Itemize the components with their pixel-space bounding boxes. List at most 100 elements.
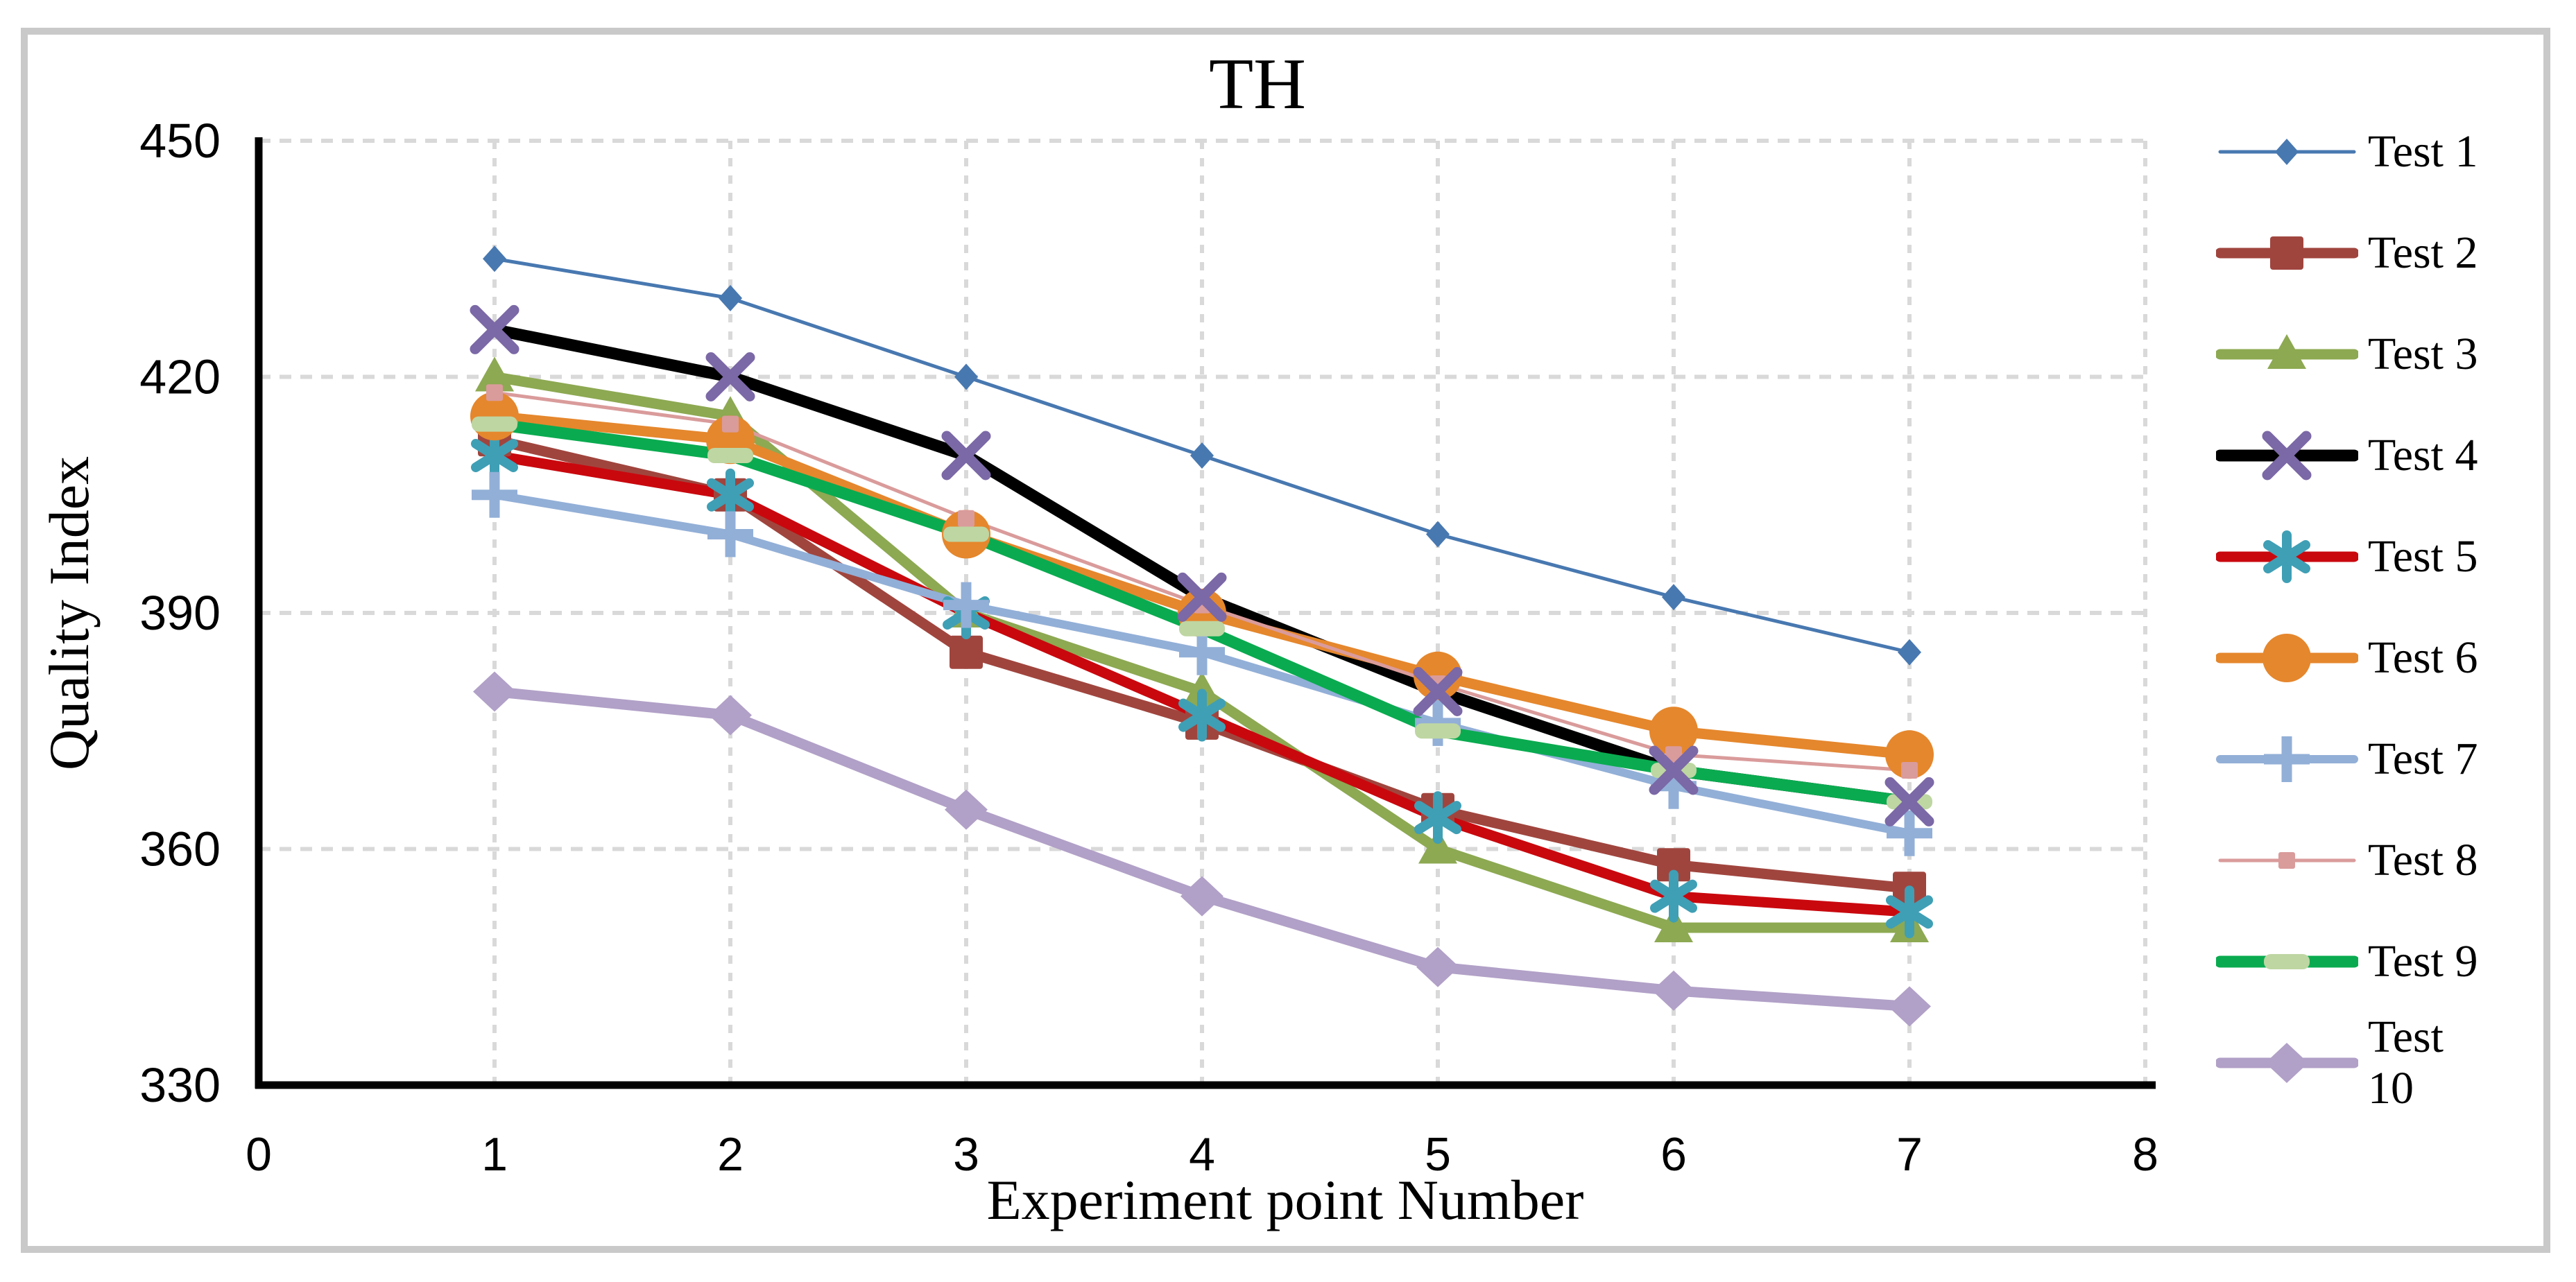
- x-tick-label-3: 3: [953, 1128, 979, 1181]
- marker-test-1-point-2: [719, 285, 742, 311]
- marker-test-9-point-4: [1179, 621, 1225, 636]
- marker-test-9-point-3: [943, 526, 989, 542]
- marker-test-1-point-3: [954, 363, 978, 390]
- legend-item-test-9: Test 9: [2216, 911, 2563, 1012]
- legend-marker-test-5-icon: [2216, 530, 2358, 583]
- marker-test-4-point-7: [1884, 777, 1934, 826]
- legend-label: Test 9: [2368, 936, 2478, 987]
- marker-test-1-point-5: [1426, 521, 1450, 548]
- marker-test-8-point-1: [486, 384, 503, 401]
- legend-label: Test 2: [2368, 227, 2478, 279]
- y-tick-label-390: 390: [139, 586, 221, 640]
- marker-test-5-point-2: [707, 478, 754, 512]
- marker-test-5-point-5: [1414, 801, 1461, 835]
- marker-test-8-point-3: [958, 510, 974, 527]
- marker-test-10-point-1: [473, 671, 516, 712]
- marker-test-4-point-2: [705, 352, 755, 401]
- legend-marker-test-4-icon: [2216, 431, 2358, 480]
- legend-label: Test 4: [2368, 430, 2478, 481]
- marker-test-9-point-1: [472, 416, 517, 432]
- legend-marker-sample: [2262, 431, 2312, 480]
- legend: Test 1 Test 2 Test 3 Test 4 Test 5 Test 6 Test…: [2216, 101, 2563, 1114]
- legend-marker-sample: [2267, 334, 2306, 369]
- marker-test-4-point-5: [1413, 667, 1463, 716]
- y-tick-label-420: 420: [139, 350, 221, 404]
- legend-item-test-3: Test 3: [2216, 304, 2563, 405]
- marker-test-3-point-1: [475, 356, 514, 392]
- legend-marker-test-3-icon: [2216, 334, 2358, 369]
- legend-label: Test 8: [2368, 835, 2478, 886]
- legend-item-test-1: Test 1: [2216, 101, 2563, 202]
- marker-test-6-point-7: [1885, 730, 1934, 779]
- legend-marker-test-1-icon: [2218, 139, 2356, 165]
- marker-test-5-point-1: [471, 439, 518, 472]
- legend-marker-test-10-icon: [2216, 1043, 2358, 1083]
- marker-test-4-point-3: [941, 431, 991, 480]
- marker-test-3-point-6: [1654, 908, 1693, 942]
- x-tick-label-7: 7: [1896, 1128, 1923, 1181]
- marker-test-4-point-4: [1177, 572, 1227, 622]
- x-tick-label-8: 8: [2132, 1128, 2158, 1181]
- legend-label: Test 10: [2368, 1012, 2444, 1114]
- legend-item-test-7: Test 7: [2216, 709, 2563, 810]
- legend-marker-sample: [2264, 954, 2310, 969]
- marker-test-5-point-4: [1178, 698, 1226, 732]
- legend-item-test-2: Test 2: [2216, 202, 2563, 304]
- legend-item-test-8: Test 8: [2216, 810, 2563, 911]
- legend-item-test-10: Test 10: [2216, 1012, 2563, 1114]
- marker-test-8-point-7: [1901, 762, 1918, 779]
- marker-test-1-point-7: [1898, 639, 1921, 666]
- x-tick-label-2: 2: [717, 1128, 744, 1181]
- legend-marker-sample: [2275, 139, 2299, 165]
- legend-item-test-6: Test 6: [2216, 607, 2563, 709]
- marker-test-2-point-6: [1657, 848, 1690, 882]
- marker-test-4-point-6: [1649, 745, 1699, 795]
- marker-test-6-point-6: [1649, 707, 1698, 756]
- legend-label: Test 3: [2368, 329, 2478, 380]
- y-tick-label-450: 450: [139, 114, 221, 168]
- legend-marker-sample: [2265, 1043, 2308, 1083]
- marker-test-9-point-5: [1415, 723, 1461, 739]
- legend-label: Test 1: [2368, 126, 2478, 177]
- marker-test-3-point-4: [1183, 671, 1221, 707]
- marker-test-8-point-2: [722, 415, 739, 433]
- legend-label: Test 6: [2368, 632, 2478, 684]
- marker-test-10-point-3: [945, 789, 988, 830]
- marker-test-1-point-6: [1662, 584, 1685, 611]
- legend-label: Test 5: [2368, 531, 2478, 582]
- y-tick-label-330: 330: [139, 1058, 221, 1112]
- legend-item-test-5: Test 5: [2216, 506, 2563, 607]
- legend-label: Test 7: [2368, 734, 2478, 785]
- marker-test-2-point-3: [950, 635, 983, 669]
- y-axis-title: Quality Index: [37, 456, 101, 770]
- marker-test-9-point-2: [707, 448, 753, 463]
- legend-marker-sample: [2270, 236, 2303, 270]
- legend-marker-test-8-icon: [2218, 852, 2356, 869]
- marker-test-5-point-6: [1650, 879, 1697, 913]
- legend-marker-test-7-icon: [2216, 736, 2358, 782]
- marker-test-10-point-4: [1180, 876, 1223, 917]
- marker-test-8-point-6: [1665, 746, 1682, 763]
- marker-test-3-point-5: [1418, 829, 1457, 864]
- legend-marker-sample: [2263, 540, 2310, 573]
- x-tick-label-6: 6: [1660, 1128, 1687, 1181]
- marker-test-1-point-4: [1190, 442, 1214, 469]
- marker-test-5-point-7: [1886, 895, 1933, 929]
- legend-item-test-4: Test 4: [2216, 405, 2563, 506]
- marker-test-4-point-1: [470, 304, 520, 354]
- legend-marker-test-9-icon: [2216, 954, 2358, 969]
- x-tick-label-1: 1: [481, 1128, 508, 1181]
- y-tick-label-360: 360: [139, 822, 221, 876]
- marker-test-10-point-2: [709, 695, 752, 736]
- legend-marker-test-6-icon: [2216, 634, 2358, 682]
- legend-marker-sample: [2278, 852, 2295, 869]
- x-tick-label-0: 0: [246, 1128, 272, 1181]
- x-axis-title: Experiment point Number: [986, 1168, 1584, 1231]
- x-tick-label-5: 5: [1425, 1128, 1451, 1181]
- legend-marker-sample: [2262, 634, 2311, 682]
- marker-test-10-point-5: [1416, 946, 1459, 987]
- chart-title: TH: [1209, 43, 1306, 124]
- marker-test-1-point-1: [483, 245, 506, 272]
